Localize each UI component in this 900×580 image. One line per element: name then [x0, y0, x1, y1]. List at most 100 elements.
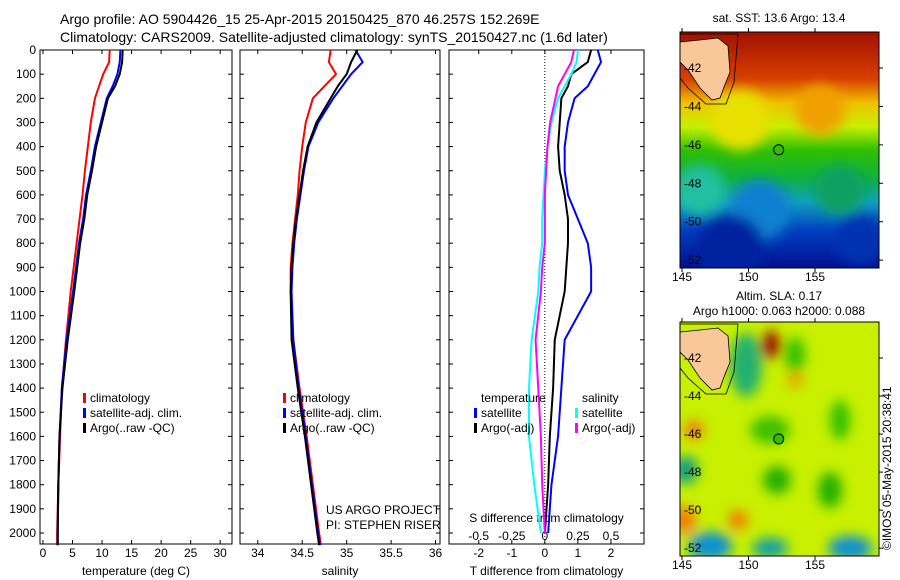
- shelf-contour: [680, 33, 739, 105]
- legend-swatch: [83, 393, 86, 403]
- sla-blob: [730, 333, 762, 397]
- sla-blob: [680, 456, 698, 484]
- sst-blob: [680, 165, 725, 215]
- lon-tick-label: 150: [738, 558, 758, 572]
- x-axis-label: T difference from climatology: [470, 564, 624, 578]
- lon-tick-label: 150: [738, 270, 758, 284]
- x-tick-label: 5: [69, 546, 76, 560]
- lat-tick-label: -44: [684, 99, 702, 113]
- figure-title-line1: Argo profile: AO 5904426_15 25-Apr-2015 …: [60, 11, 540, 27]
- argo-position-marker: [773, 144, 785, 156]
- lat-tick-label: -44: [684, 389, 702, 403]
- x-tick-label: 2: [608, 546, 615, 560]
- plot-frame: [239, 49, 441, 545]
- map-frame: [679, 321, 880, 557]
- y-tick-label: 1200: [9, 333, 36, 347]
- sla-blob: [680, 506, 696, 534]
- y-tick-label: 1800: [9, 478, 36, 492]
- x-axis-label: temperature (deg C): [82, 564, 190, 578]
- lat-tick-label: -46: [684, 427, 702, 441]
- plot-frame: [448, 49, 645, 545]
- legend-swatch: [474, 408, 477, 418]
- s-tick-label: 0: [542, 529, 549, 543]
- y-tick-label: 100: [16, 67, 36, 81]
- legend-label: Argo(-adj): [481, 421, 534, 435]
- legend-swatch: [575, 423, 578, 433]
- argo-position-marker: [773, 433, 785, 445]
- legend-label: satellite: [582, 406, 623, 420]
- figure-title-line2: Climatology: CARS2009. Satellite-adjuste…: [60, 29, 608, 45]
- series-line-satellite-adj-clim-: [290, 49, 364, 546]
- y-tick-label: 800: [16, 236, 36, 250]
- x-tick-label: 34.5: [291, 546, 315, 560]
- y-tick-label: 1500: [9, 405, 36, 419]
- s-tick-label: 0.25: [566, 529, 590, 543]
- lat-tick-label: -52: [684, 541, 702, 555]
- map-title: sat. SST: 13.6 Argo: 13.4: [713, 11, 846, 25]
- lon-tick-label: 145: [672, 270, 692, 284]
- series-line-s-satellite: [527, 49, 579, 534]
- tasmania-land: [680, 37, 731, 101]
- legend-swatch: [283, 408, 286, 418]
- sla-features: [680, 331, 872, 556]
- y-tick-label: 200: [16, 91, 36, 105]
- x-tick-label: 15: [125, 546, 139, 560]
- sst-blob: [815, 165, 865, 215]
- project-annotation: US ARGO PROJECT: [326, 503, 441, 517]
- x-tick-label: 20: [154, 546, 168, 560]
- y-tick-label: 600: [16, 188, 36, 202]
- s-tick-label: 0.5: [603, 529, 620, 543]
- x-tick-label: 30: [214, 546, 228, 560]
- sst-blob: [795, 85, 845, 135]
- legend-label: satellite-adj. clim.: [290, 406, 382, 420]
- y-tick-label: 1900: [9, 502, 36, 516]
- series-line-t-satellite: [547, 49, 603, 534]
- copyright-timestamp: ©IMOS 05-May-2015 20:38:41: [880, 386, 894, 550]
- x-tick-label: 35: [340, 546, 354, 560]
- legend-label: Argo(..raw -QC): [290, 421, 375, 435]
- salinity-profile-panel: 34 34.5 35 35.5 36 salinity climatologysatelli…: [239, 49, 443, 578]
- series-line-argo-raw-qc-: [56, 49, 124, 546]
- y-tick-label: 1400: [9, 381, 36, 395]
- lat-tick-label: -48: [684, 176, 702, 190]
- legend-swatch: [83, 423, 86, 433]
- legend-header-temperature: temperature: [481, 391, 546, 405]
- lat-tick-label: -50: [684, 503, 702, 517]
- lat-tick-label: -42: [684, 351, 702, 365]
- project-annotation: PI: STEPHEN RISER: [326, 518, 441, 532]
- y-tick-label: 1000: [9, 285, 36, 299]
- y-tick-label: 700: [16, 212, 36, 226]
- x-tick-label: 0: [542, 546, 549, 560]
- legend-label: satellite: [481, 406, 522, 420]
- y-tick-label: 1700: [9, 454, 36, 468]
- legend-swatch: [83, 408, 86, 418]
- y-tick-label: 0: [29, 43, 36, 57]
- sst-blob: [695, 215, 765, 268]
- x-tick-label: 36: [429, 546, 443, 560]
- x-tick-label: 1: [575, 546, 582, 560]
- x-tick-label: 25: [184, 546, 198, 560]
- map-frame: [679, 31, 880, 269]
- temperature-profile-panel: 0100200300400500600700800900100011001200…: [9, 43, 233, 578]
- map-image: [680, 322, 879, 556]
- sla-blob: [818, 472, 842, 508]
- y-tick-label: 2000: [9, 526, 36, 540]
- series-line-s-argo-adj-: [534, 49, 575, 534]
- sla-blob: [752, 538, 788, 556]
- x-tick-label: -1: [506, 546, 517, 560]
- sla-blob: [688, 532, 732, 556]
- sst-blob: [835, 215, 879, 265]
- y-tick-label: 900: [16, 260, 36, 274]
- lat-tick-label: -42: [684, 61, 702, 75]
- s-tick-label: -0.5: [468, 529, 489, 543]
- x-axis-label: salinity: [322, 564, 359, 578]
- series-line-satellite-adj-clim-: [56, 49, 122, 546]
- sla-blob: [763, 466, 791, 494]
- series-line-climatology: [289, 49, 338, 546]
- x-tick-label: 34: [251, 546, 265, 560]
- y-tick-label: 500: [16, 164, 36, 178]
- y-tick-label: 1100: [10, 309, 36, 323]
- y-tick-label: 400: [16, 140, 36, 154]
